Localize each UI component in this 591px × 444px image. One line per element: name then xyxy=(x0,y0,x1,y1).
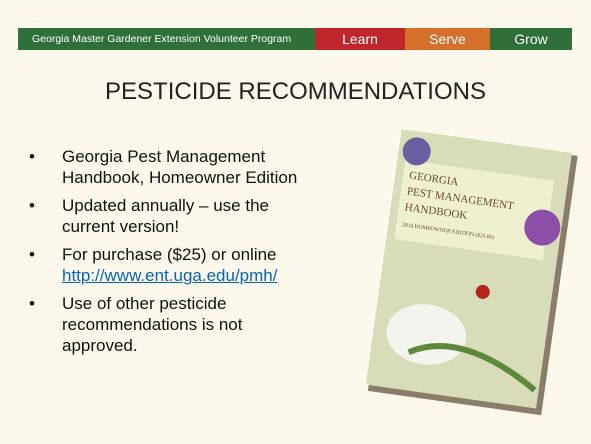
bullet: Georgia Pest Management Handbook, Homeow… xyxy=(26,146,301,188)
link[interactable]: http://www.ent.uga.edu/pmh/ xyxy=(62,265,301,286)
bullet-text: Use of other pesticide recommendations i… xyxy=(62,294,242,355)
bullet-text: Georgia Pest Management Handbook, Homeow… xyxy=(62,147,297,187)
bullet-text: For purchase ($25) or online xyxy=(62,245,277,264)
book-photo: GEORGIA PEST MANAGEMENT HANDBOOK 2016 HO… xyxy=(360,130,580,420)
slide-title: PESTICIDE RECOMMENDATIONS xyxy=(0,78,591,106)
bullet-list: Georgia Pest Management Handbook, Homeow… xyxy=(26,146,301,363)
bullet: Use of other pesticide recommendations i… xyxy=(26,293,301,356)
program-name: Georgia Master Gardener Extension Volunt… xyxy=(32,33,291,45)
tab[interactable]: Grow xyxy=(490,28,572,50)
tab[interactable]: Serve xyxy=(405,28,490,50)
bullet-text: Updated annually – use the current versi… xyxy=(62,196,269,236)
tab[interactable]: Learn xyxy=(315,28,405,50)
slide: Georgia Master Gardener Extension Volunt… xyxy=(0,0,591,444)
bullet: Updated annually – use the current versi… xyxy=(26,195,301,237)
bullet: For purchase ($25) or onlinehttp://www.e… xyxy=(26,244,301,286)
header-bar: Georgia Master Gardener Extension Volunt… xyxy=(18,28,572,50)
